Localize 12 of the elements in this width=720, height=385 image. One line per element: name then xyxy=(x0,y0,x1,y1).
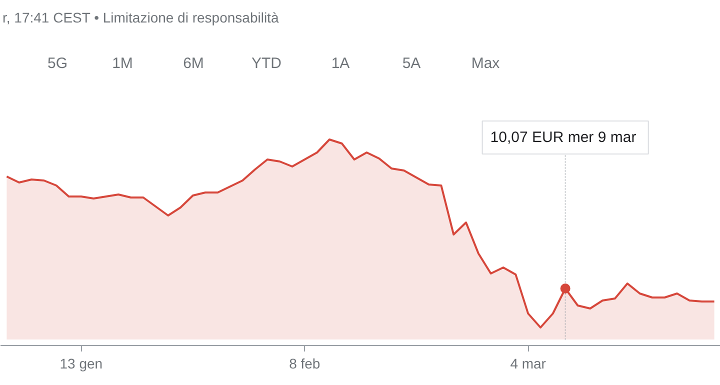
x-tick-label: 13 gen xyxy=(60,356,103,372)
text: Max xyxy=(471,55,500,72)
text: 5G xyxy=(47,55,68,72)
text: YTD xyxy=(252,55,282,72)
text: r, 17:41 CEST • Limitazione di responsabilità xyxy=(2,10,279,26)
annotation: 10,07 EUR mer 9 mar xyxy=(490,129,636,146)
text: 1A xyxy=(331,55,350,72)
x-tick-label: 8 feb xyxy=(289,356,320,372)
text: 6M xyxy=(183,55,204,72)
text: 1M xyxy=(112,55,133,72)
x-tick-label: 4 mar xyxy=(510,356,546,372)
text: 5A xyxy=(402,55,421,72)
